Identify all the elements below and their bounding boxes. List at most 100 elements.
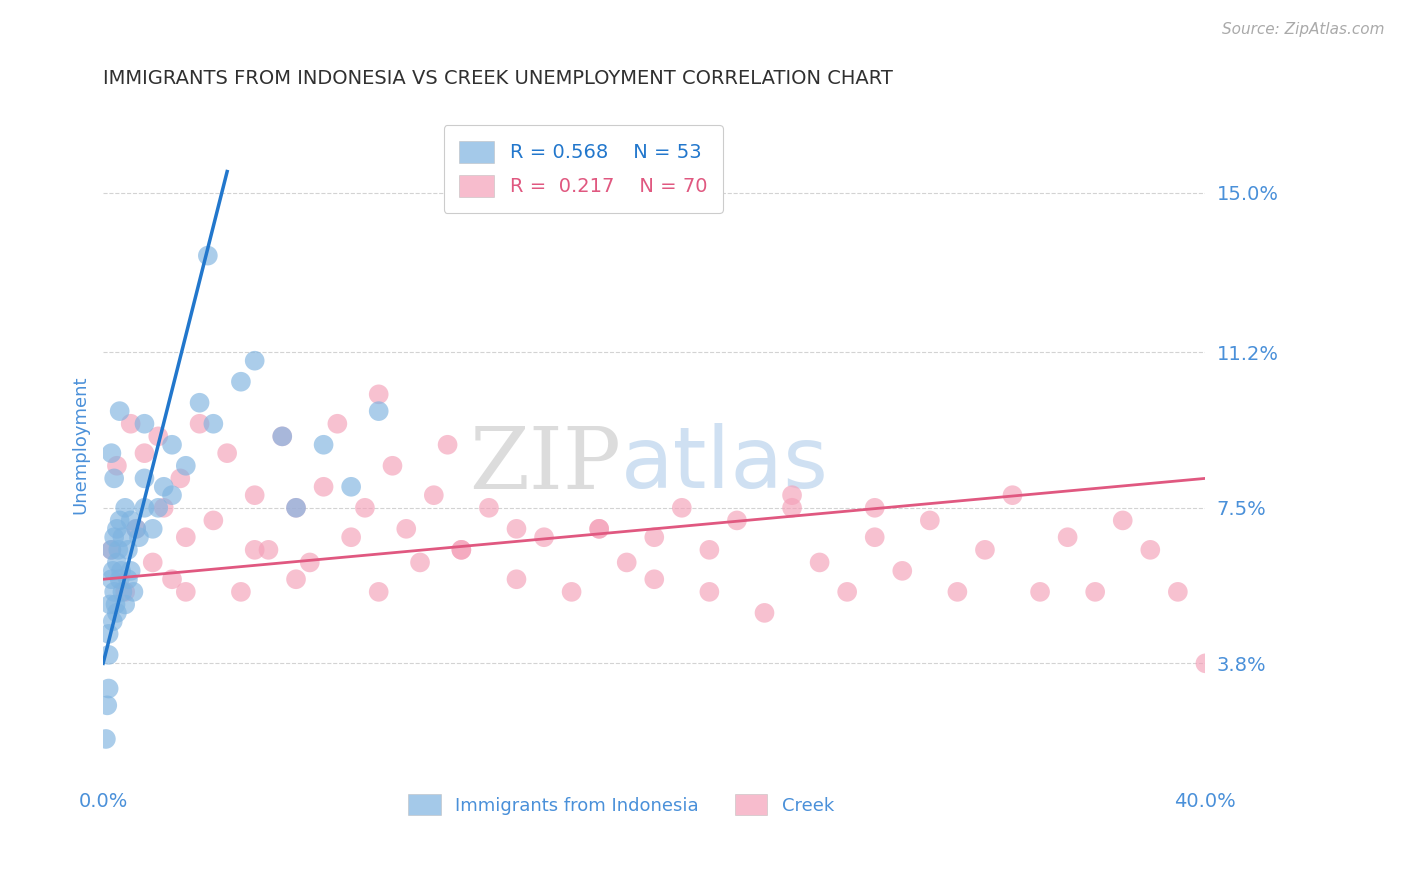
Point [120, 513, 142, 527]
Point [105, 458, 128, 473]
Point [110, 564, 132, 578]
Point [450, 542, 472, 557]
Point [1056, 530, 1078, 544]
Point [450, 542, 472, 557]
Point [643, 572, 665, 586]
Point [699, 585, 721, 599]
Point [134, 417, 156, 431]
Point [1167, 585, 1189, 599]
Point [285, 500, 308, 515]
Point [533, 530, 555, 544]
Point [725, 513, 748, 527]
Point [1001, 488, 1024, 502]
Point [671, 500, 693, 515]
Point [96, 698, 118, 713]
Point [101, 564, 124, 578]
Point [395, 522, 418, 536]
Point [117, 572, 139, 586]
Point [837, 585, 859, 599]
Point [202, 513, 225, 527]
Point [188, 395, 211, 409]
Point [152, 500, 174, 515]
Point [152, 480, 174, 494]
Point [298, 556, 321, 570]
Point [97, 681, 120, 696]
Point [105, 606, 128, 620]
Point [863, 530, 886, 544]
Point [160, 438, 183, 452]
Point [780, 500, 803, 515]
Point [111, 585, 134, 599]
Point [423, 488, 446, 502]
Point [409, 556, 432, 570]
Point [114, 500, 136, 515]
Point [436, 438, 458, 452]
Point [98, 598, 121, 612]
Point [108, 513, 131, 527]
Point [478, 500, 501, 515]
Point [257, 542, 280, 557]
Point [120, 417, 142, 431]
Point [103, 585, 125, 599]
Point [134, 500, 156, 515]
Point [174, 458, 197, 473]
Point [100, 542, 122, 557]
Point [114, 598, 136, 612]
Text: ZIP: ZIP [470, 424, 621, 507]
Point [946, 585, 969, 599]
Point [1084, 585, 1107, 599]
Point [197, 249, 219, 263]
Point [148, 429, 170, 443]
Point [367, 404, 389, 418]
Point [243, 488, 266, 502]
Point [354, 500, 377, 515]
Point [120, 564, 142, 578]
Point [381, 458, 404, 473]
Point [108, 404, 131, 418]
Text: Source: ZipAtlas.com: Source: ZipAtlas.com [1222, 22, 1385, 37]
Point [174, 585, 197, 599]
Point [100, 446, 122, 460]
Point [616, 556, 638, 570]
Point [160, 572, 183, 586]
Point [505, 572, 527, 586]
Point [285, 572, 308, 586]
Point [142, 522, 165, 536]
Point [1194, 657, 1216, 671]
Point [125, 522, 148, 536]
Point [974, 542, 997, 557]
Point [312, 480, 335, 494]
Point [808, 556, 831, 570]
Point [101, 615, 124, 629]
Point [1139, 542, 1161, 557]
Legend: Immigrants from Indonesia, Creek: Immigrants from Indonesia, Creek [401, 787, 841, 822]
Point [122, 585, 145, 599]
Point [100, 572, 122, 586]
Point [188, 417, 211, 431]
Point [891, 564, 914, 578]
Point [340, 530, 363, 544]
Point [367, 387, 389, 401]
Point [229, 585, 252, 599]
Point [271, 429, 294, 443]
Point [148, 500, 170, 515]
Point [340, 480, 363, 494]
Point [285, 500, 308, 515]
Point [111, 530, 134, 544]
Point [160, 488, 183, 502]
Point [217, 446, 239, 460]
Point [367, 585, 389, 599]
Point [103, 530, 125, 544]
Point [312, 438, 335, 452]
Point [105, 556, 128, 570]
Point [125, 522, 148, 536]
Point [202, 417, 225, 431]
Point [128, 530, 150, 544]
Point [1112, 513, 1135, 527]
Point [169, 471, 191, 485]
Point [117, 542, 139, 557]
Point [561, 585, 583, 599]
Point [918, 513, 941, 527]
Point [326, 417, 349, 431]
Point [100, 542, 122, 557]
